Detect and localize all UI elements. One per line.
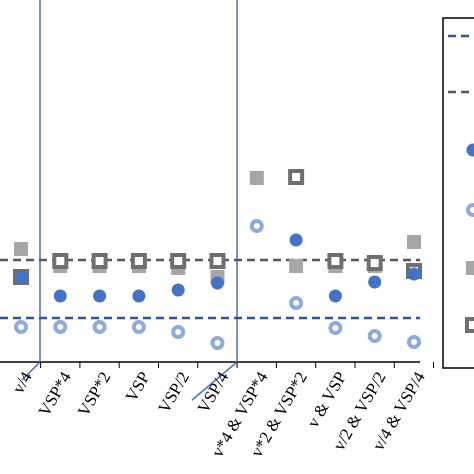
point: [53, 320, 68, 334]
point: [327, 253, 344, 269]
legend-marker: [466, 261, 474, 275]
point: [14, 242, 28, 256]
point: [170, 253, 187, 269]
point: [210, 336, 225, 350]
point: [209, 253, 226, 269]
point: [368, 275, 382, 289]
point: [288, 169, 305, 185]
point: [289, 233, 303, 247]
legend: [442, 17, 474, 369]
x-tick-label: VSP/4: [194, 368, 233, 416]
point: [328, 321, 343, 335]
point: [171, 283, 185, 297]
point: [249, 219, 264, 233]
point: [171, 325, 186, 339]
x-tick-label: VSP: [122, 368, 154, 405]
point: [289, 296, 304, 310]
point: [14, 270, 28, 284]
point: [131, 320, 146, 334]
legend-marker: [465, 317, 474, 333]
x-tick-label: VSP*4: [35, 368, 76, 420]
point: [328, 289, 342, 303]
point: [211, 276, 224, 290]
point: [52, 253, 69, 269]
point: [132, 289, 146, 303]
x-tick-label: VSP*2: [74, 368, 115, 419]
point: [249, 171, 264, 185]
point: [53, 289, 67, 303]
point: [407, 335, 421, 349]
divider: [21, 0, 41, 381]
point: [91, 253, 108, 269]
point: [14, 320, 28, 334]
x-tick-label: VSP/2: [154, 368, 193, 416]
point: [130, 253, 147, 269]
legend-marker: [466, 143, 474, 157]
x-tick-label: v/4: [9, 368, 37, 397]
legend-marker: [466, 203, 474, 217]
point: [407, 235, 421, 249]
point: [407, 267, 421, 281]
point: [367, 329, 382, 343]
point: [93, 289, 107, 303]
point: [366, 255, 383, 271]
point: [92, 320, 107, 334]
point: [289, 259, 304, 273]
